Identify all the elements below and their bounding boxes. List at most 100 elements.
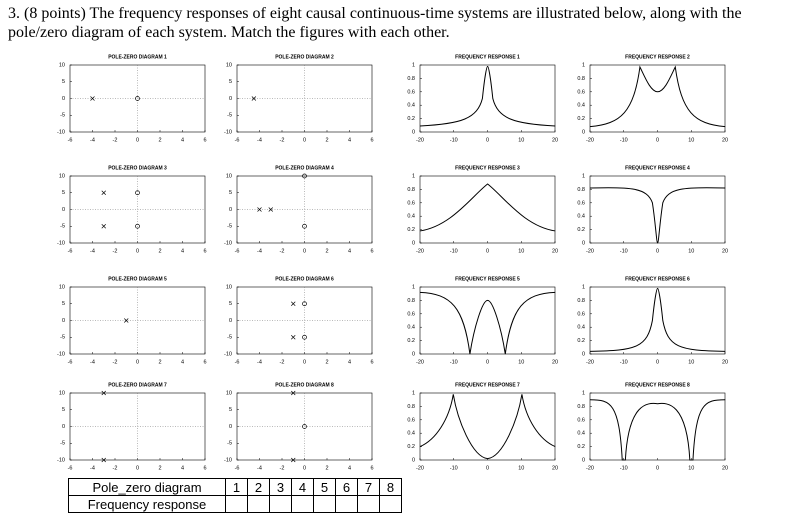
pole xyxy=(101,190,106,195)
x-tick-label: 2 xyxy=(158,137,161,143)
plot-title: POLE-ZERO DIAGRAM 4 xyxy=(275,165,334,171)
y-tick-label: 5 xyxy=(229,301,232,307)
x-tick-label: -20 xyxy=(416,137,424,143)
y-tick-label: -10 xyxy=(57,457,65,463)
x-tick-label: 0 xyxy=(486,359,489,365)
x-tick-label: -4 xyxy=(257,137,262,143)
answer-cell[interactable] xyxy=(357,495,380,513)
x-tick-label: 2 xyxy=(325,359,328,365)
y-tick-label: 5 xyxy=(229,190,232,196)
x-tick-label: 0 xyxy=(303,359,306,365)
y-tick-label: 1 xyxy=(582,173,585,179)
x-tick-label: -20 xyxy=(586,137,594,143)
y-tick-label: 0 xyxy=(412,129,415,135)
y-tick-label: 5 xyxy=(62,190,65,196)
x-tick-label: 0 xyxy=(486,465,489,471)
y-tick-label: 0.6 xyxy=(577,89,585,95)
x-tick-label: 4 xyxy=(181,248,184,254)
pole xyxy=(257,207,262,212)
x-tick-label: 10 xyxy=(688,359,694,365)
y-tick-label: -5 xyxy=(60,335,65,341)
y-tick-label: 0.4 xyxy=(577,103,585,109)
zero xyxy=(135,223,140,229)
plot-frame xyxy=(419,392,556,461)
y-tick-label: 10 xyxy=(226,284,232,290)
y-tick-label: 0.2 xyxy=(577,116,585,122)
x-tick-label: 10 xyxy=(688,137,694,143)
answer-cell[interactable] xyxy=(335,495,358,513)
plot-frame xyxy=(419,175,556,244)
x-tick-label: 0 xyxy=(136,359,139,365)
y-tick-label: 0.4 xyxy=(407,431,415,437)
plot-title: FREQUENCY RESPONSE 1 xyxy=(455,54,520,60)
x-tick-label: -20 xyxy=(416,248,424,254)
response-curve xyxy=(420,292,555,354)
answer-cell[interactable] xyxy=(291,495,314,513)
x-tick-label: -6 xyxy=(235,359,240,365)
pole-zero-plot: POLE-ZERO DIAGRAM 5 -6 -4 -2 0 2 4 6 -10 -5 0 5 10 xyxy=(57,276,206,365)
y-tick-label: 1 xyxy=(412,173,415,179)
y-tick-label: 1 xyxy=(582,284,585,290)
y-tick-label: 10 xyxy=(226,62,232,68)
y-tick-label: -10 xyxy=(224,351,232,357)
answer-cell[interactable] xyxy=(269,495,292,513)
y-tick-label: -10 xyxy=(57,351,65,357)
column-number: 2 xyxy=(247,478,270,496)
y-tick-label: 0.2 xyxy=(577,338,585,344)
row-label: Pole_zero diagram xyxy=(68,478,226,496)
y-tick-label: 0.4 xyxy=(577,431,585,437)
x-tick-label: 0 xyxy=(303,137,306,143)
x-tick-label: 20 xyxy=(722,248,728,254)
x-tick-label: 2 xyxy=(325,465,328,471)
x-tick-label: -6 xyxy=(235,137,240,143)
x-tick-label: 20 xyxy=(552,248,558,254)
pole xyxy=(101,457,106,463)
x-tick-label: 20 xyxy=(552,465,558,471)
x-tick-label: 0 xyxy=(303,465,306,471)
y-tick-label: 1 xyxy=(582,390,585,396)
answer-cell[interactable] xyxy=(379,495,402,513)
y-tick-label: 10 xyxy=(59,173,65,179)
x-tick-label: 20 xyxy=(722,359,728,365)
y-tick-label: 5 xyxy=(229,79,232,85)
answer-cell[interactable] xyxy=(225,495,248,513)
pole-zero-plot: POLE-ZERO DIAGRAM 1 -6 -4 -2 0 2 4 6 -10 -5 0 5 10 xyxy=(57,54,206,143)
zero xyxy=(302,334,307,340)
y-tick-label: -10 xyxy=(57,129,65,135)
x-tick-label: 6 xyxy=(203,465,206,471)
y-tick-label: 5 xyxy=(62,79,65,85)
x-tick-label: 4 xyxy=(348,359,351,365)
zero xyxy=(302,173,307,179)
answer-cell[interactable] xyxy=(313,495,336,513)
plot-title: FREQUENCY RESPONSE 4 xyxy=(625,165,690,171)
x-tick-label: 6 xyxy=(370,359,373,365)
y-tick-label: -5 xyxy=(227,113,232,119)
pole xyxy=(268,207,273,212)
frequency-plot: FREQUENCY RESPONSE 8 -20 -10 0 10 20 0 0.2 0.4 0.… xyxy=(577,382,728,471)
pole xyxy=(101,390,106,396)
x-tick-label: 4 xyxy=(181,465,184,471)
y-tick-label: 0.2 xyxy=(407,444,415,450)
y-tick-label: 1 xyxy=(582,62,585,68)
y-tick-label: 0.8 xyxy=(577,187,585,193)
x-tick-label: -4 xyxy=(90,137,95,143)
y-tick-label: 0.2 xyxy=(577,444,585,450)
x-tick-label: 6 xyxy=(203,359,206,365)
y-tick-label: 0 xyxy=(582,351,585,357)
answer-cell[interactable] xyxy=(247,495,270,513)
pole xyxy=(291,301,296,306)
x-tick-label: 0 xyxy=(486,137,489,143)
x-tick-label: -6 xyxy=(68,359,73,365)
response-curve xyxy=(590,67,725,127)
zero xyxy=(135,96,140,101)
y-tick-label: -10 xyxy=(224,240,232,246)
y-tick-label: 10 xyxy=(59,390,65,396)
y-tick-label: 0.2 xyxy=(577,227,585,233)
x-tick-label: 4 xyxy=(348,137,351,143)
x-tick-label: 0 xyxy=(656,137,659,143)
x-tick-label: 10 xyxy=(518,465,524,471)
y-tick-label: 0 xyxy=(229,207,232,213)
column-number: 4 xyxy=(291,478,314,496)
x-tick-label: -20 xyxy=(586,359,594,365)
